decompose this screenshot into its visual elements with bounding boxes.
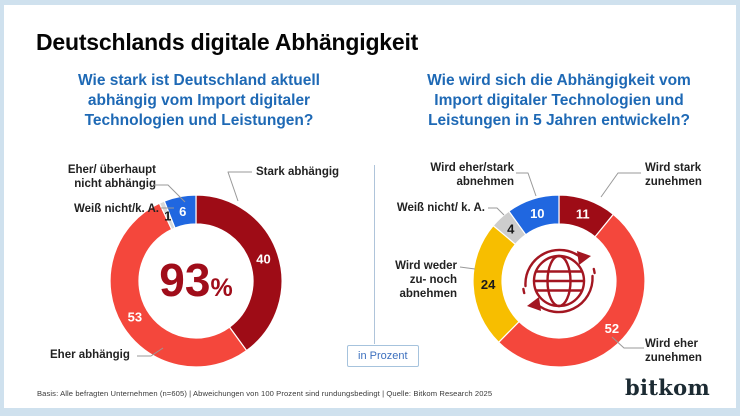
page-title: Deutschlands digitale Abhängigkeit [36, 29, 419, 55]
donut-chart-future-dependency: 11 52 24 4 10 [472, 194, 646, 368]
callout-eher-abhaengig: Eher abhängig [50, 349, 130, 361]
donut-center-percentage: 93% [159, 253, 232, 307]
slice-value-label: 1 [164, 208, 171, 223]
chart-divider-line [374, 165, 375, 344]
source-note: Basis: Alle befragten Unternehmen (n=605… [37, 389, 493, 398]
donut-slice [497, 213, 646, 368]
slice-value-label: 10 [530, 206, 544, 221]
center-value-percent-sign: % [210, 274, 233, 302]
unit-badge: in Prozent [347, 345, 419, 367]
slice-value-label: 52 [605, 321, 619, 336]
callout-wird-abnehmen: Wird eher/stark abnehmen [430, 162, 514, 188]
donut-slice [508, 194, 560, 236]
callout-wird-eher-zunehmen: Wird eher zunehmen [645, 338, 702, 364]
slice-value-label: 40 [256, 252, 270, 267]
callout-nicht-abhaengig: Eher/ überhaupt nicht abhängig [67, 164, 156, 190]
question-right: Wie wird sich die Abhängigkeit vom Impor… [427, 72, 691, 129]
callout-stark-abhaengig: Stark abhängig [256, 166, 340, 178]
callout-weiss-nicht-left: Weiß nicht/k. A. [74, 203, 159, 215]
callout-wird-stark-zunehmen: Wird stark zunehmen [645, 162, 702, 188]
question-left: Wie stark ist Deutschland aktuell abhäng… [78, 72, 320, 129]
slice-value-label: 6 [179, 204, 186, 219]
slice-value-label: 4 [507, 221, 515, 236]
slice-value-label: 53 [128, 310, 142, 325]
slice-value-label: 11 [576, 207, 590, 222]
donut-slice [109, 202, 248, 368]
center-value-number: 93 [159, 254, 211, 306]
donut-slice [195, 194, 283, 352]
slice-value-label: 24 [481, 277, 496, 292]
callout-weiss-nicht-right: Weiß nicht/ k. A. [396, 202, 485, 214]
bitkom-logo: bitkom [625, 375, 710, 400]
callout-wird-weder: Wird weder zu- noch abnehmen [395, 260, 457, 300]
globe-arrows-icon [511, 233, 607, 329]
donut-chart-current-dependency: 40 53 1 6 [109, 194, 283, 368]
